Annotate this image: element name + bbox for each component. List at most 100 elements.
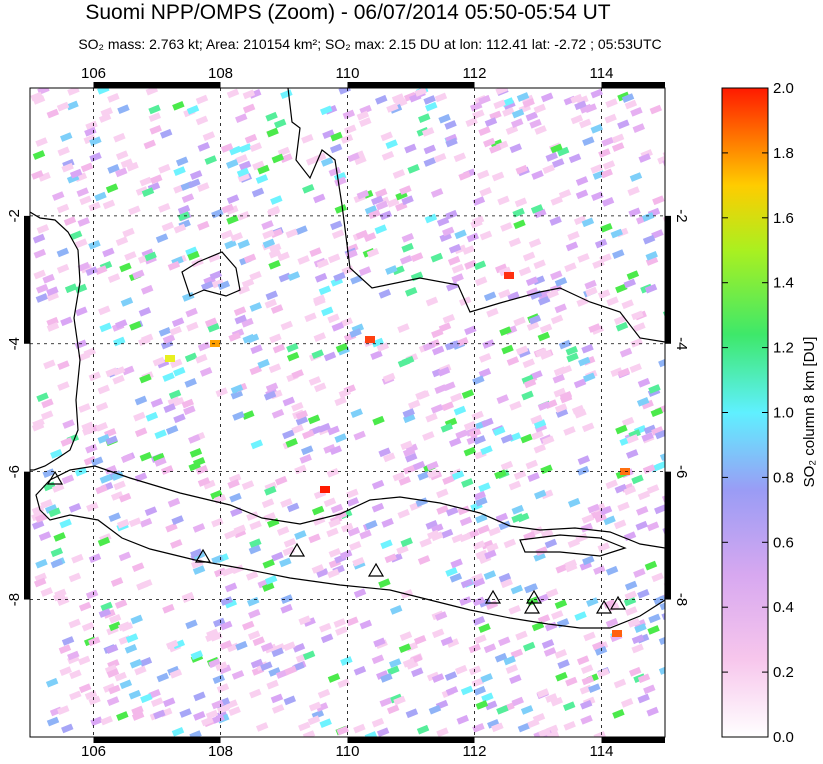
lon-tick-label: 110 <box>336 65 360 82</box>
so2-pixel <box>88 695 101 706</box>
so2-pixel <box>378 288 392 299</box>
so2-pixel <box>532 713 546 723</box>
so2-pixel <box>353 665 367 676</box>
volcano-markers <box>46 470 627 614</box>
so2-pixel <box>263 512 276 522</box>
so2-pixel <box>316 568 329 578</box>
so2-pixel <box>225 699 238 710</box>
so2-pixel <box>461 478 474 488</box>
so2-pixel <box>195 465 209 475</box>
so2-pixel <box>188 434 201 444</box>
so2-pixel <box>522 358 535 369</box>
so2-pixel <box>499 326 512 337</box>
so2-pixel <box>555 563 568 574</box>
so2-pixel <box>550 270 563 281</box>
so2-pixel <box>505 664 519 674</box>
so2-pixel <box>523 378 537 389</box>
so2-pixel <box>219 640 233 650</box>
so2-pixel <box>297 255 310 265</box>
so2-pixel <box>474 634 487 645</box>
so2-pixel <box>598 148 611 158</box>
so2-pixel <box>619 347 633 358</box>
so2-pixel <box>193 711 206 721</box>
so2-pixel <box>186 104 200 115</box>
so2-pixel <box>104 464 117 475</box>
so2-pixel <box>302 183 315 194</box>
so2-pixel <box>128 205 141 216</box>
so2-pixel <box>402 657 416 668</box>
so2-pixel <box>501 344 514 355</box>
so2-pixel <box>78 403 91 413</box>
so2-pixel <box>423 157 436 167</box>
so2-pixel <box>337 678 350 689</box>
so2-pixel <box>270 195 283 205</box>
so2-pixel <box>533 551 546 562</box>
so2-pixel <box>229 145 242 156</box>
so2-pixel <box>141 187 155 197</box>
so2-pixel <box>143 139 156 150</box>
so2-pixel <box>375 200 389 211</box>
so2-pixel <box>359 117 372 127</box>
so2-pixel <box>620 698 634 708</box>
colorbar-tick-label: 2.0 <box>773 80 794 97</box>
so2-pixel <box>252 636 265 647</box>
so2-pixel <box>184 378 197 388</box>
so2-pixel <box>277 251 290 262</box>
so2-pixel <box>209 270 223 281</box>
so2-pixel <box>480 673 493 683</box>
lon-tick-label: 114 <box>590 65 614 82</box>
so2-pixel <box>491 171 505 182</box>
so2-pixel <box>479 186 492 197</box>
so2-pixel <box>36 224 50 234</box>
so2-pixel <box>474 276 488 287</box>
frame-bar <box>665 471 671 600</box>
so2-pixel <box>204 155 217 165</box>
so2-pixel <box>285 438 298 448</box>
so2-pixel <box>552 373 565 384</box>
so2-pixel <box>641 212 655 222</box>
so2-pixel <box>331 229 345 240</box>
so2-pixel <box>68 618 81 629</box>
so2-pixel <box>128 689 142 700</box>
so2-pixel <box>237 172 250 183</box>
so2-pixel <box>565 345 579 356</box>
so2-pixel <box>113 480 126 491</box>
so2-pixel <box>545 152 558 162</box>
lat-tick-label: -8 <box>673 593 690 606</box>
so2-pixel <box>201 716 214 727</box>
so2-pixel <box>353 430 366 441</box>
so2-pixel <box>646 706 659 717</box>
so2-pixel <box>242 410 255 420</box>
so2-pixel <box>102 683 116 693</box>
so2-pixel <box>85 589 99 600</box>
so2-pixel <box>280 498 293 508</box>
so2-pixel <box>264 575 278 585</box>
so2-pixel <box>328 166 342 177</box>
so2-pixel <box>250 439 264 450</box>
so2-pixel <box>451 273 464 283</box>
so2-pixel <box>283 695 297 706</box>
so2-pixel <box>31 170 44 180</box>
so2-pixel <box>522 641 536 652</box>
so2-pixel <box>594 646 608 656</box>
so2-pixel <box>525 459 538 470</box>
so2-pixel <box>525 111 538 122</box>
so2-pixel <box>533 259 546 270</box>
so2-pixel <box>455 429 468 440</box>
so2-pixel <box>612 709 625 719</box>
so2-pixel <box>554 403 568 413</box>
so2-pixel <box>135 186 149 196</box>
so2-pixel <box>594 513 607 523</box>
so2-pixel <box>586 597 599 607</box>
so2-pixel <box>637 588 650 599</box>
so2-pixel <box>179 708 192 718</box>
so2-pixel <box>445 506 459 517</box>
so2-pixel <box>334 204 348 214</box>
so2-pixel <box>237 284 251 295</box>
so2-pixel <box>154 429 167 440</box>
so2-pixel <box>416 724 430 735</box>
so2-pixel <box>643 684 656 695</box>
so2-pixel <box>40 410 54 421</box>
so2-pixel <box>593 565 606 575</box>
so2-pixel <box>323 351 337 362</box>
